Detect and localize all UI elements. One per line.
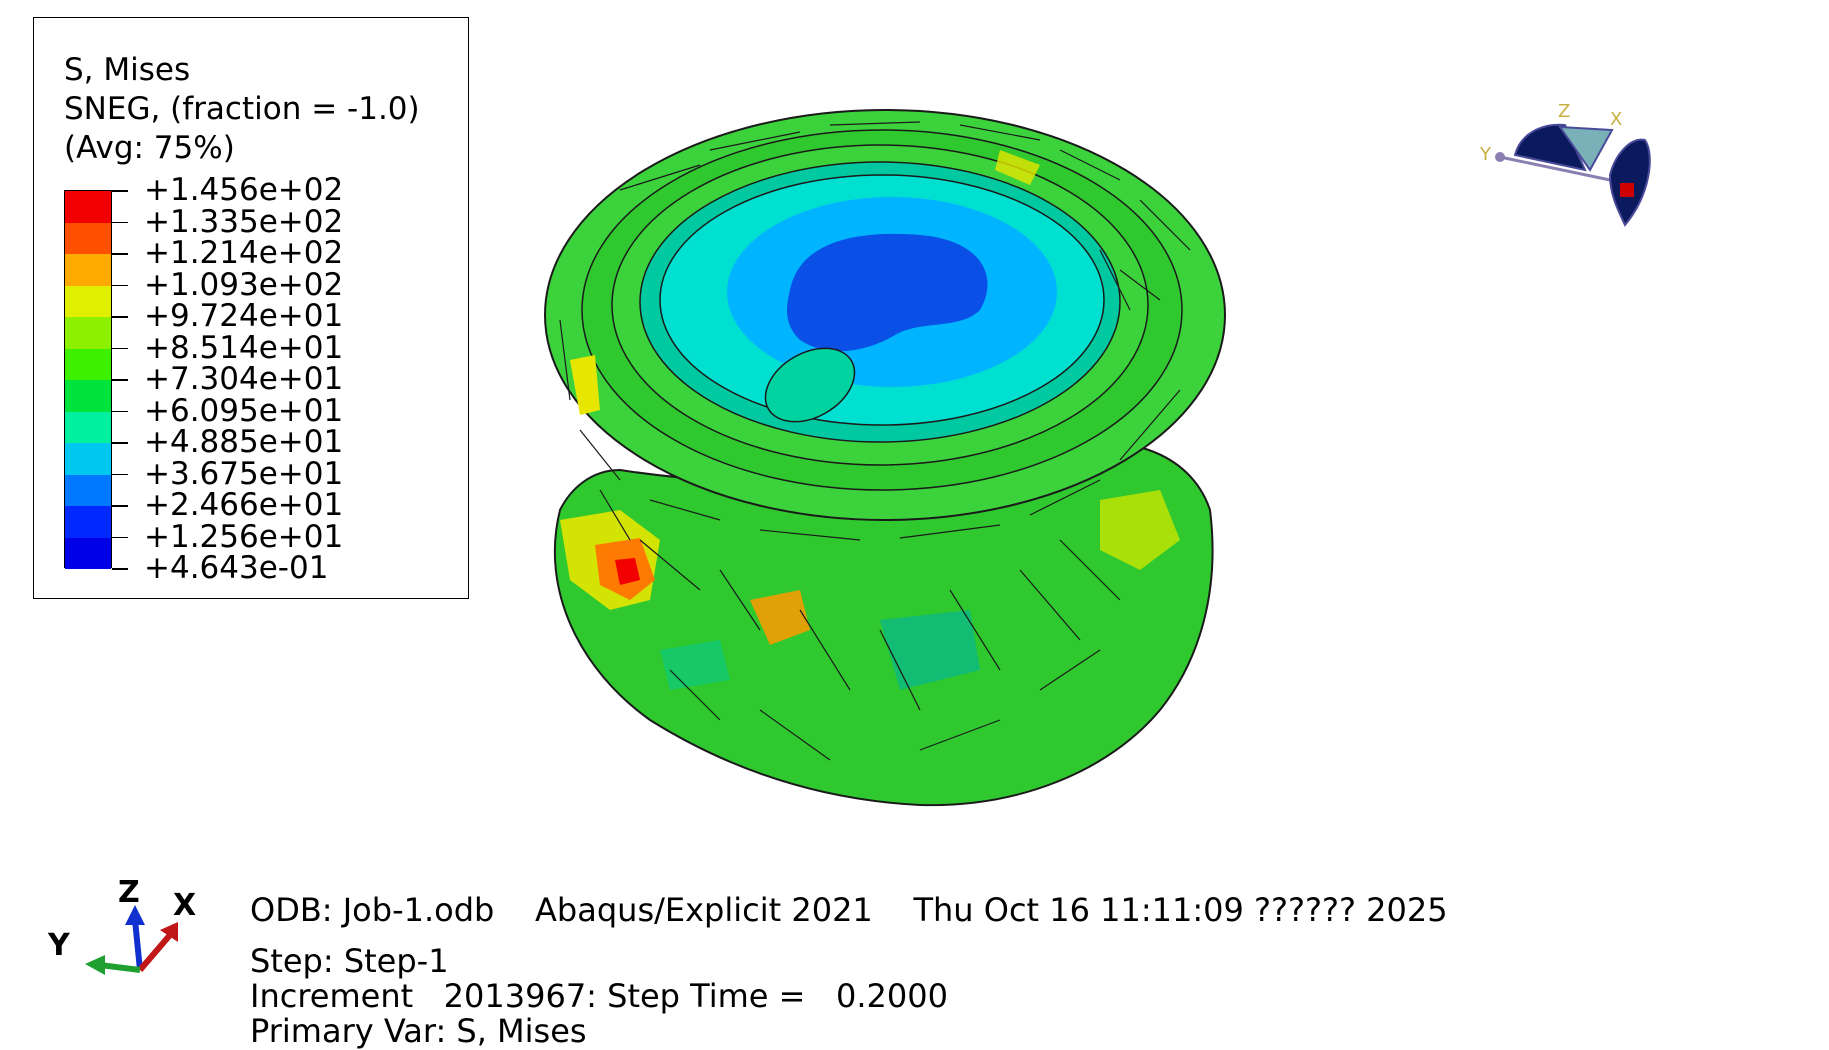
legend-subtitle: SNEG, (fraction = -1.0) xyxy=(64,91,420,127)
view-cube-red-marker xyxy=(1620,183,1634,197)
mesh-edges xyxy=(559,121,1191,761)
triad-x-arrow xyxy=(160,922,178,942)
legend-level-label: +1.093e+02 xyxy=(144,266,344,303)
legend-level-label: +1.214e+02 xyxy=(144,235,344,271)
triad-x-axis xyxy=(137,933,173,972)
legend-tick xyxy=(112,536,128,538)
legend-tick xyxy=(112,221,128,223)
legend-tick xyxy=(112,284,128,286)
view-cube-face-side xyxy=(1558,125,1614,172)
stress-patch-ring-top-yellow xyxy=(995,150,1040,185)
primary-variable-info: Primary Var: S, Mises xyxy=(250,1012,587,1050)
legend-tick xyxy=(112,379,128,381)
odb-info-line: ODB: Job-1.odb Abaqus/Explicit 2021 Thu … xyxy=(250,891,1448,929)
view-cube-y-label: Y xyxy=(1479,144,1492,165)
legend-level-label: +8.514e+01 xyxy=(144,329,344,366)
legend-band xyxy=(65,254,111,286)
triad-x-label: X xyxy=(173,888,196,923)
triad-z-arrow xyxy=(125,905,145,925)
legend-level-label: +9.724e+01 xyxy=(144,298,344,334)
increment-info: Increment 2013967: Step Time = 0.2000 xyxy=(250,977,948,1015)
legend-tick xyxy=(112,473,128,475)
model-inner-basin-core xyxy=(787,233,988,352)
legend-level-label: +1.335e+02 xyxy=(144,203,344,240)
stress-patch-right-yellow xyxy=(1100,490,1180,570)
legend-band xyxy=(65,191,111,223)
stress-patch-lower-teal xyxy=(880,610,980,690)
step-info: Step: Step-1 xyxy=(250,942,449,980)
legend-level-label: +7.304e+01 xyxy=(144,361,344,397)
triad-z-label: Z xyxy=(118,875,140,910)
legend-level-label: +6.095e+01 xyxy=(144,392,344,429)
legend-band xyxy=(65,317,111,349)
legend-level-label: +1.456e+02 xyxy=(144,172,344,208)
legend-tick xyxy=(112,505,128,507)
legend-band xyxy=(65,411,111,443)
legend-tick xyxy=(112,190,128,192)
triad-y-label: Y xyxy=(47,928,71,963)
legend-band xyxy=(65,474,111,506)
view-cube-widget[interactable]: Y Z X xyxy=(1460,95,1670,255)
view-cube-z-label: Z xyxy=(1558,101,1570,122)
legend-band xyxy=(65,443,111,475)
legend-level-label: +4.643e-01 xyxy=(144,550,329,586)
triad-y-axis xyxy=(99,962,141,973)
legend-level-label: +1.256e+01 xyxy=(144,518,344,555)
legend-scale: +1.456e+02 +1.335e+02 +1.214e+02 +1.093e+02… xyxy=(34,175,470,590)
legend-tick xyxy=(112,568,128,570)
legend-band xyxy=(65,348,111,380)
legend-band xyxy=(65,506,111,538)
legend-tick xyxy=(112,410,128,412)
legend-title: S, Mises xyxy=(64,52,191,88)
legend-tick xyxy=(112,347,128,349)
view-cube-x-label: X xyxy=(1610,109,1622,130)
fea-model-view[interactable] xyxy=(500,70,1380,870)
legend-averaging: (Avg: 75%) xyxy=(64,130,235,166)
view-cube-face-front xyxy=(1608,138,1651,227)
contour-legend: S, Mises SNEG, (fraction = -1.0) (Avg: 7… xyxy=(33,17,469,599)
legend-band xyxy=(65,537,111,569)
triad-y-arrow xyxy=(85,955,105,975)
coordinate-triad: Z X Y xyxy=(47,875,196,975)
triad-z-axis xyxy=(132,919,143,971)
model-inner-lens xyxy=(764,347,856,423)
view-cube-y-axis xyxy=(1499,155,1611,182)
legend-band xyxy=(65,222,111,254)
view-cube-origin xyxy=(1495,152,1505,162)
legend-level-label: +2.466e+01 xyxy=(144,487,344,523)
stress-patch-front xyxy=(750,590,810,645)
legend-tick xyxy=(112,253,128,255)
legend-band xyxy=(65,380,111,412)
legend-tick xyxy=(112,316,128,318)
legend-level-label: +4.885e+01 xyxy=(144,424,344,460)
legend-color-bar xyxy=(64,190,112,569)
legend-tick xyxy=(112,442,128,444)
stress-patch-left-core xyxy=(615,558,640,585)
legend-band xyxy=(65,285,111,317)
legend-level-label: +3.675e+01 xyxy=(144,455,344,492)
stress-patch-ring-yellow xyxy=(570,355,600,415)
